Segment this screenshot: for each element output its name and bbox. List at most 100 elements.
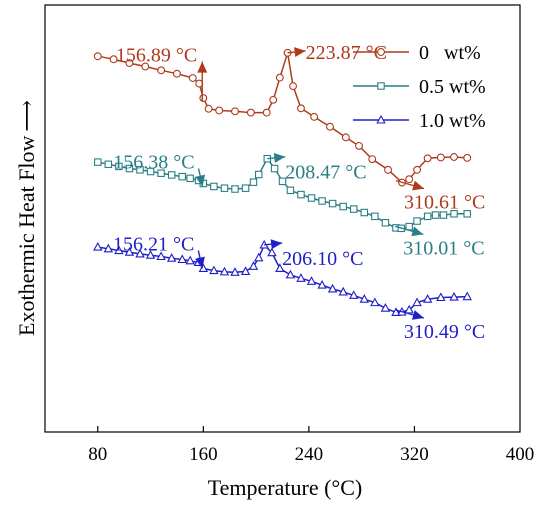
data-point-square [210, 182, 218, 191]
data-point-square [104, 160, 113, 169]
data-point-square [136, 166, 144, 174]
x-tick-label: 400 [506, 444, 535, 465]
annotation-arrow-head [273, 152, 286, 163]
data-point-triangle [462, 291, 472, 301]
legend-entry: 0 wt% [353, 42, 481, 64]
data-point-circle [204, 104, 213, 113]
data-point-circle [436, 153, 445, 162]
data-point-circle [310, 112, 319, 121]
data-point-square [286, 186, 295, 195]
data-point-triangle [156, 251, 166, 261]
data-point-triangle [209, 265, 219, 275]
data-point-square [405, 222, 413, 231]
x-tick-label: 160 [189, 444, 218, 465]
y-axis-arrow: ⟶ [14, 100, 39, 132]
data-point-square [431, 211, 440, 219]
data-point-circle [199, 94, 208, 103]
data-point-circle [109, 55, 118, 64]
annotation-arrow-head [270, 239, 283, 250]
y-axis-title: Exothermic Heat Flow ⟶ [14, 100, 39, 336]
data-point-triangle [327, 283, 338, 293]
series-layer [93, 48, 472, 316]
data-point-square [360, 208, 369, 217]
data-point-circle [405, 175, 414, 184]
annotation: 156.21 °C [113, 233, 205, 269]
y-axis-title-group: Exothermic Heat Flow ⟶ [14, 100, 39, 336]
data-point-triangle [267, 247, 277, 257]
data-point-circle [141, 62, 150, 71]
data-point-square [349, 205, 358, 213]
data-point-square [423, 212, 432, 221]
data-point-square [186, 174, 194, 183]
data-point-square [381, 219, 390, 227]
data-point-triangle [338, 286, 348, 296]
annotation-label: 156.89 °C [116, 45, 197, 67]
data-point-square [328, 199, 337, 208]
data-point-square [157, 169, 165, 177]
data-point-triangle [349, 290, 359, 299]
data-point-square [115, 162, 123, 171]
annotation-label: 310.01 °C [403, 237, 484, 259]
data-point-circle [125, 59, 134, 68]
annotation-label: 223.87 °C [306, 42, 387, 64]
data-point-triangle [254, 252, 264, 262]
series-2 [93, 239, 472, 316]
legend: 0 wt% 0.5 wt% 1.0 wt% [353, 42, 486, 132]
x-tick-label: 240 [295, 444, 324, 465]
data-point-circle [355, 141, 363, 150]
data-point-triangle [103, 243, 114, 253]
annotation: 223.87 °C [287, 42, 387, 64]
annotation-label: 156.38 °C [113, 151, 194, 173]
plot-frame [44, 4, 521, 433]
data-point-triangle [248, 261, 259, 270]
annotation-label: 156.21 °C [113, 233, 194, 255]
data-point-circle [275, 73, 284, 82]
annotation: 310.01 °C [395, 225, 485, 259]
legend-entry: 1.0 wt% [353, 110, 486, 132]
data-point-square [339, 202, 347, 211]
data-point-triangle [436, 292, 446, 302]
legend-entry: 0.5 wt% [353, 76, 486, 98]
data-point-triangle [422, 294, 433, 303]
data-point-circle [326, 122, 334, 131]
data-point-triangle [449, 291, 459, 301]
annotation: 310.61 °C [395, 179, 485, 214]
legend-label: 1.0 wt% [419, 110, 486, 132]
legend-marker [376, 114, 386, 124]
series-1 [94, 154, 471, 233]
annotation-arrow-head [411, 310, 424, 320]
x-axis-ticks: 80 160 240 320 400 [88, 426, 534, 465]
annotation: 310.49 °C [395, 309, 485, 343]
data-point-circle [188, 74, 197, 82]
data-point-circle [384, 165, 393, 174]
data-point-triangle [185, 255, 195, 265]
data-point-triangle [380, 303, 391, 312]
data-point-triangle [404, 304, 414, 314]
data-point-square [94, 158, 102, 166]
legend-marker [377, 82, 385, 90]
data-point-triangle [230, 267, 240, 276]
annotation-arrow-head [197, 61, 208, 73]
annotation: 156.38 °C [113, 151, 206, 187]
data-point-circle [450, 153, 458, 161]
data-point-square [255, 170, 263, 179]
data-point-square [146, 167, 155, 176]
data-point-triangle [177, 254, 187, 264]
annotation-arrow-head [195, 256, 205, 269]
data-point-square [249, 178, 258, 186]
data-point-square [318, 197, 326, 205]
annotation-label: 310.61 °C [404, 192, 485, 214]
data-point-triangle [317, 279, 327, 289]
data-point-circle [463, 153, 472, 162]
data-point-triangle [198, 263, 209, 273]
data-point-circle [269, 95, 278, 104]
data-point-square [270, 164, 279, 173]
data-point-circle [289, 82, 298, 91]
data-point-square [125, 164, 134, 173]
data-point-triangle [306, 276, 317, 285]
x-tick-label: 320 [400, 444, 429, 465]
data-point-triangle [275, 263, 285, 273]
data-point-square [220, 184, 229, 192]
legend-marker [377, 48, 385, 56]
